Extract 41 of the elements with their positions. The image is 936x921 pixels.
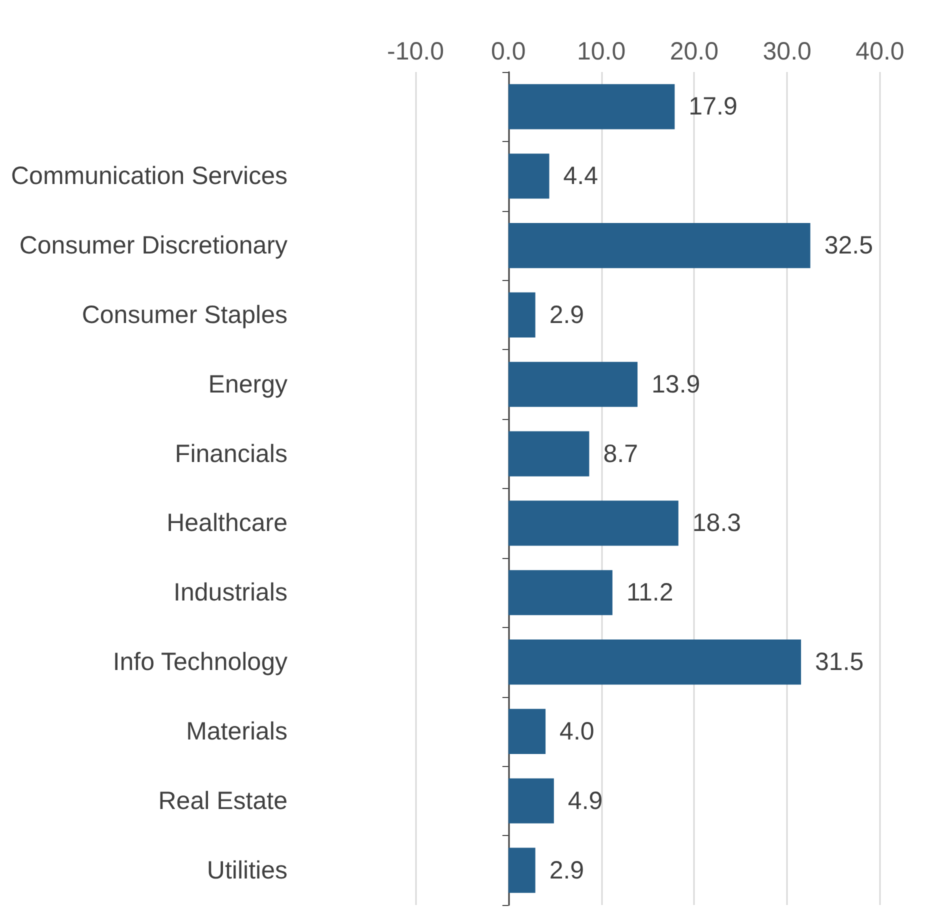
x-tick-label: -10.0 (386, 38, 444, 66)
x-tick-label: 40.0 (856, 38, 904, 66)
data-label: 8.7 (603, 440, 638, 468)
y-tick-label: Communication Services (10, 162, 288, 190)
data-label: 4.9 (568, 786, 603, 815)
data-label: 11.2 (626, 578, 674, 607)
data-label: 18.3 (692, 509, 742, 538)
x-tick-label: 0.0 (491, 38, 526, 66)
data-label: 4.0 (560, 717, 594, 746)
bar (508, 362, 638, 407)
x-tick-label: 10.0 (576, 38, 626, 66)
bar (508, 570, 612, 616)
y-tick-label: Industrials (174, 578, 288, 607)
bar (508, 500, 678, 546)
data-label: 32.5 (824, 232, 873, 260)
x-tick-label: 30.0 (762, 38, 812, 66)
bar (508, 848, 536, 893)
data-label: 4.4 (563, 162, 598, 190)
data-label: 2.9 (549, 856, 584, 884)
data-label: 31.5 (815, 648, 864, 676)
data-label: 2.9 (549, 300, 584, 329)
y-tick-label: Consumer Staples (82, 300, 288, 329)
y-tick-label: Info Technology (112, 648, 288, 676)
bar (508, 708, 546, 754)
data-label: 13.9 (652, 370, 700, 398)
bar (508, 154, 550, 199)
y-tick-label: Real Estate (158, 786, 288, 815)
x-tick-label: 20.0 (670, 38, 719, 66)
bar (508, 222, 810, 268)
data-label: 17.9 (688, 92, 738, 121)
bar (508, 778, 554, 824)
bar (508, 639, 802, 685)
y-tick-label: Financials (174, 440, 288, 468)
y-tick-label: Energy (208, 370, 288, 398)
y-tick-label: Utilities (206, 856, 288, 884)
bar (508, 84, 675, 130)
y-tick-label: Consumer Discretionary (19, 232, 288, 260)
bar (508, 431, 590, 476)
y-tick-label: Materials (186, 717, 288, 746)
y-tick-label: Healthcare (166, 509, 288, 538)
bar (508, 292, 536, 338)
